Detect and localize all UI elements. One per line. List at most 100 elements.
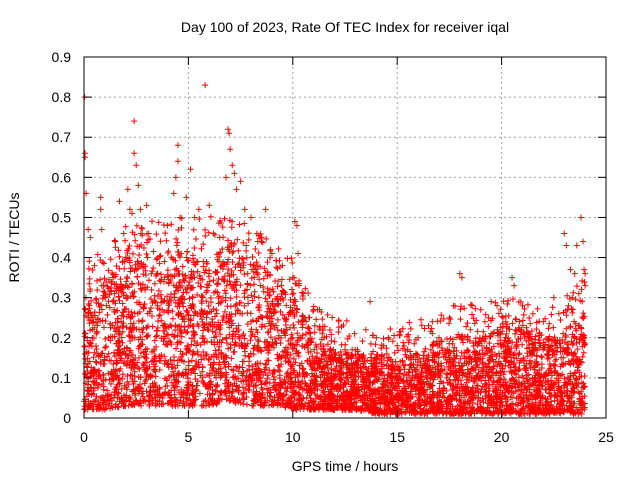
data-point — [384, 357, 391, 364]
data-point — [275, 278, 282, 285]
data-point — [276, 372, 283, 379]
data-point — [187, 274, 194, 281]
data-point — [574, 346, 581, 353]
data-point — [438, 312, 445, 319]
data-point — [168, 323, 175, 330]
data-point — [351, 330, 358, 337]
data-point — [240, 239, 247, 246]
data-point — [269, 286, 276, 293]
data-point — [269, 339, 276, 346]
data-point — [391, 349, 398, 356]
data-point — [533, 326, 540, 333]
data-point — [500, 314, 507, 321]
data-point — [413, 366, 420, 373]
data-point — [340, 322, 347, 329]
data-point — [457, 306, 464, 313]
data-point — [245, 230, 252, 237]
data-point — [227, 303, 234, 310]
data-point — [284, 345, 291, 352]
data-point — [255, 344, 262, 351]
data-point — [274, 351, 281, 358]
data-point — [178, 333, 185, 340]
data-point — [539, 383, 546, 390]
data-point — [94, 251, 101, 258]
data-point — [189, 383, 196, 390]
data-point — [116, 367, 123, 374]
data-point — [290, 299, 297, 306]
data-point — [94, 277, 101, 284]
data-point — [255, 294, 262, 301]
data-point — [228, 322, 235, 329]
data-point — [304, 390, 311, 397]
data-point — [267, 254, 274, 261]
data-point — [344, 336, 351, 343]
data-point — [167, 322, 174, 329]
data-point — [443, 336, 450, 343]
data-point — [145, 332, 152, 339]
data-point — [255, 338, 262, 345]
data-point — [169, 368, 176, 375]
data-point — [400, 339, 407, 346]
data-point — [364, 397, 371, 404]
data-point — [183, 254, 190, 261]
data-point — [261, 265, 268, 272]
data-point — [179, 316, 186, 323]
data-point — [333, 363, 340, 370]
data-point — [264, 357, 271, 364]
data-point — [320, 342, 327, 349]
data-point — [429, 388, 436, 395]
data-point — [86, 258, 93, 265]
data-point — [422, 345, 429, 352]
data-point — [169, 308, 176, 315]
data-point — [230, 349, 237, 356]
data-point — [429, 330, 436, 337]
data-point — [168, 221, 175, 228]
data-point — [570, 372, 577, 379]
data-point — [401, 343, 408, 350]
data-point — [147, 305, 154, 312]
data-point — [94, 286, 101, 293]
data-point — [244, 310, 251, 317]
data-point — [276, 257, 283, 264]
data-point — [504, 321, 511, 328]
data-point — [197, 341, 204, 348]
data-point — [303, 382, 310, 389]
data-point — [343, 375, 350, 382]
data-point — [189, 382, 196, 389]
data-point — [534, 305, 541, 312]
data-point — [459, 333, 466, 340]
data-point — [391, 332, 398, 339]
data-point — [313, 316, 320, 323]
data-point — [171, 333, 178, 340]
data-point — [280, 296, 287, 303]
data-point — [236, 221, 243, 228]
data-point — [512, 315, 519, 322]
data-point — [326, 327, 333, 334]
data-point — [160, 221, 167, 228]
data-point — [319, 316, 326, 323]
data-point — [211, 341, 218, 348]
data-point — [499, 313, 506, 320]
data-point — [267, 246, 274, 253]
data-point — [150, 264, 157, 271]
data-point — [271, 373, 278, 380]
data-point — [275, 245, 282, 252]
data-point — [162, 230, 169, 237]
data-point — [436, 372, 443, 379]
data-point — [580, 349, 587, 356]
data-point — [380, 335, 387, 342]
data-point — [181, 277, 188, 284]
data-point — [504, 301, 511, 308]
data-point — [428, 325, 435, 332]
data-point — [234, 261, 241, 268]
data-point — [483, 344, 490, 351]
data-point — [173, 242, 180, 249]
data-point — [111, 237, 118, 244]
data-point — [579, 298, 586, 305]
data-point — [328, 331, 335, 338]
data-point — [311, 390, 318, 397]
data-point — [340, 384, 347, 391]
data-point — [191, 244, 198, 251]
data-point — [223, 282, 230, 289]
data-point — [307, 330, 314, 337]
